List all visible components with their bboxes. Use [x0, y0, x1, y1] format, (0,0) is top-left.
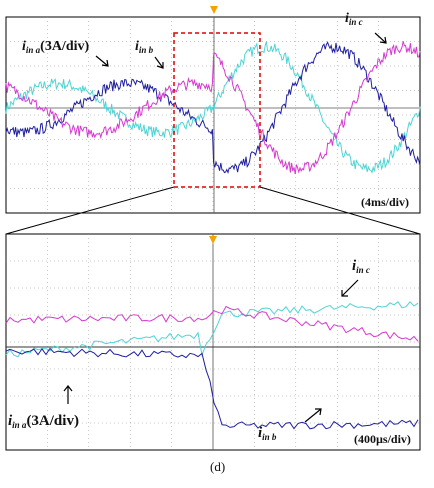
label-ic-top: iin c [345, 11, 363, 27]
zoom-scale-bg [350, 430, 418, 447]
zoom-arrows [63, 279, 359, 423]
zoom-region-box [173, 32, 261, 188]
trigger-marker-bottom [209, 236, 217, 244]
overview-arrows [95, 32, 387, 69]
overview-waveforms [5, 41, 421, 175]
waveform-iina [5, 41, 421, 174]
label-ia-top: iin a(3A/div) [22, 39, 89, 55]
label-ib-bottom: iin b [258, 425, 277, 442]
zoom-waveforms [5, 301, 419, 430]
zoom-connector-lines [5, 186, 421, 235]
zoom-grid [6, 234, 420, 450]
overview-panel: iin a(3A/div) iin b iin c (4ms/div) [5, 6, 421, 214]
zoom-waveform-iinc [5, 305, 419, 342]
label-ia-bottom: iin a(3A/div) [8, 413, 79, 430]
overview-scale-bg [356, 194, 418, 210]
label-ic-bottom: iin c [352, 258, 370, 275]
label-ib-top: iin b [135, 39, 154, 55]
zoom-time-scale: (400µs/div) [354, 432, 411, 446]
waveform-iinb [5, 41, 421, 175]
waveform-iinc [5, 41, 421, 175]
zoom-waveform-iina [5, 301, 419, 358]
trigger-marker-top [210, 6, 218, 14]
zoom-waveform-iinb [5, 347, 419, 430]
zoom-panel: iin c iin a(3A/div) iin b (400µs/div) [5, 233, 421, 451]
overview-time-scale: (4ms/div) [361, 195, 409, 209]
figure-label: (d) [210, 459, 225, 474]
